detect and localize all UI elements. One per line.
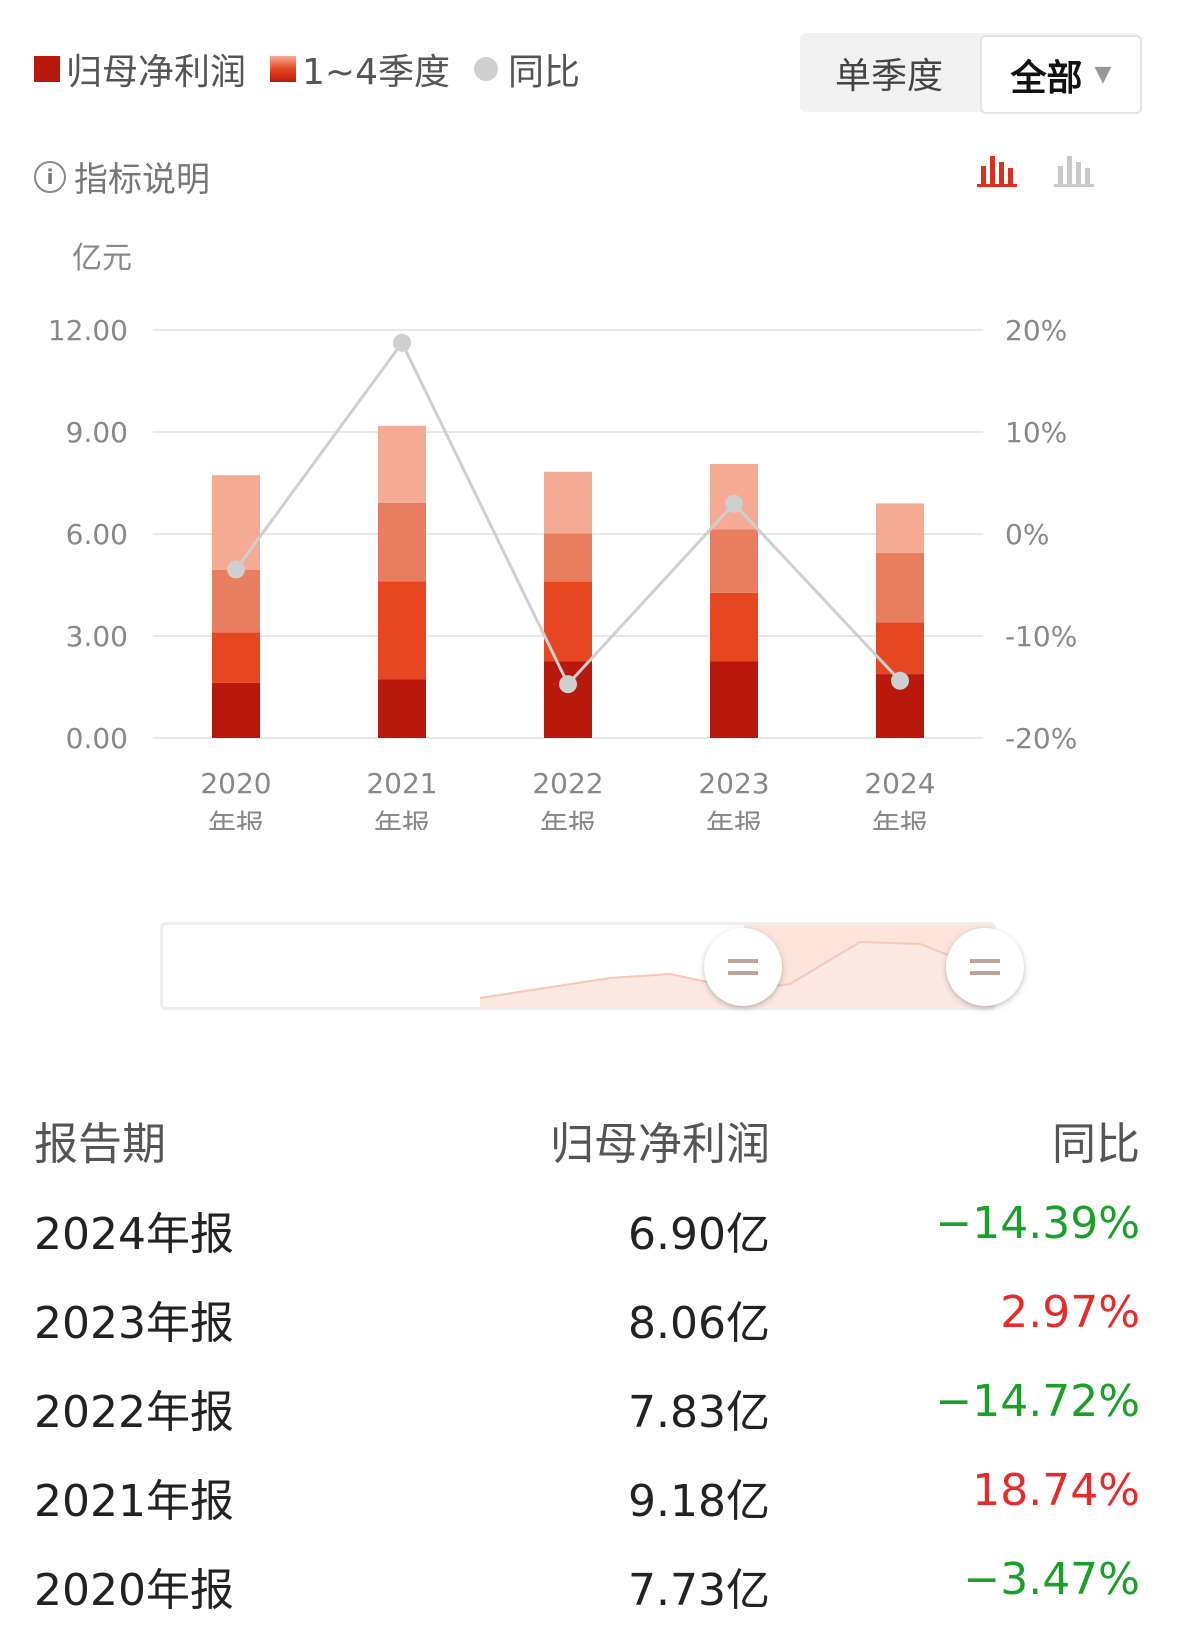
cell-profit: 7.73亿 [628, 1565, 770, 1616]
cell-period: 2022年报 [34, 1387, 234, 1438]
bar-segment-q3 [544, 533, 592, 582]
bar-segment-q2 [710, 592, 758, 662]
x-tick-suffix: 年报 [208, 808, 264, 830]
bar-chart-icon[interactable] [1052, 150, 1098, 188]
yoy-point [891, 671, 909, 690]
all-periods-dropdown[interactable]: 全部 ▼ [980, 35, 1142, 114]
drag-handle-icon [970, 959, 1000, 975]
bar-segment-q3 [378, 502, 426, 582]
y2-tick-label: -10% [1005, 620, 1077, 653]
bar-segment-q4 [876, 503, 924, 553]
bar-segment-q1 [378, 679, 426, 738]
bar-segment-q2 [876, 622, 924, 675]
legend-swatch-net-profit [34, 56, 60, 82]
cell-profit: 9.18亿 [628, 1476, 770, 1527]
bar-segment-q4 [378, 425, 426, 503]
legend-swatch-quarters [270, 56, 297, 82]
range-slider-preview [479, 925, 993, 1007]
bar-segment-q1 [710, 661, 758, 738]
bar-segment-q4 [212, 475, 260, 570]
y-tick-label: 9.00 [66, 416, 128, 449]
x-tick-suffix: 年报 [374, 808, 430, 830]
bar-segment-q3 [876, 552, 924, 623]
period-toggle: 单季度 全部 ▼ [800, 33, 1142, 114]
bar-segment-q4 [544, 471, 592, 534]
x-tick-year: 2023 [698, 767, 769, 800]
cell-profit: 6.90亿 [628, 1209, 770, 1260]
cell-yoy: 18.74% [972, 1465, 1140, 1516]
bar-segment-q2 [378, 581, 426, 680]
cell-period: 2024年报 [34, 1209, 234, 1260]
header-profit: 归母净利润 [550, 1119, 770, 1170]
y2-tick-label: 10% [1005, 416, 1067, 449]
x-tick-year: 2021 [366, 767, 437, 800]
legend-dot-yoy [474, 57, 498, 81]
legend-label-net-profit: 归母净利润 [66, 52, 247, 93]
cell-yoy: −14.39% [935, 1198, 1140, 1249]
yoy-point [227, 560, 245, 579]
legend-item-yoy[interactable]: 同比 [474, 43, 580, 95]
x-tick-suffix: 年报 [706, 808, 762, 830]
range-handle-right[interactable] [946, 928, 1024, 1006]
x-tick-suffix: 年报 [872, 808, 928, 830]
bar-segment-q3 [710, 529, 758, 593]
cell-period: 2023年报 [34, 1298, 234, 1349]
x-tick-year: 2020 [200, 767, 271, 800]
cell-period: 2020年报 [34, 1565, 234, 1616]
y2-tick-label: -20% [1005, 722, 1077, 755]
x-tick-year: 2022 [532, 767, 603, 800]
cell-profit: 7.83亿 [628, 1387, 770, 1438]
bar-segment-q1 [544, 661, 592, 738]
y-tick-label: 0.00 [66, 722, 128, 755]
range-slider-area [480, 942, 993, 1007]
bar-segment-q2 [212, 632, 260, 683]
legend-item-net-profit[interactable]: 归母净利润 [34, 43, 246, 95]
y-tick-label: 3.00 [66, 620, 128, 653]
cell-yoy: −14.72% [935, 1376, 1140, 1427]
yoy-point [725, 494, 743, 513]
stacked-bar-chart-icon[interactable] [975, 150, 1021, 188]
x-tick-year: 2024 [864, 767, 935, 800]
indicator-help-label: 指标说明 [74, 160, 210, 200]
single-quarter-button[interactable]: 单季度 [800, 33, 978, 112]
profit-chart: 12.00 20% 9.00 10% 6.00 0% 3.00 -10% 0.00 -20% 202… [48, 314, 1078, 830]
chevron-down-icon: ▼ [1094, 62, 1112, 87]
indicator-help[interactable]: i 指标说明 [34, 152, 210, 201]
y2-tick-label: 0% [1005, 518, 1049, 551]
single-quarter-label: 单季度 [834, 55, 943, 97]
drag-handle-icon [728, 959, 758, 975]
cell-yoy: 2.97% [1000, 1287, 1140, 1338]
bar-segment-q1 [212, 682, 260, 738]
y-axis-unit: 亿元 [72, 241, 132, 276]
yoy-point [559, 675, 577, 694]
header-yoy: 同比 [1052, 1119, 1140, 1170]
range-slider[interactable] [160, 922, 996, 1010]
all-periods-label: 全部 [1010, 57, 1083, 99]
legend-label-yoy: 同比 [508, 52, 581, 93]
range-handle-left[interactable] [704, 928, 782, 1006]
legend-label-quarters: 1~4季度 [302, 52, 450, 93]
y-tick-label: 6.00 [66, 518, 128, 551]
chart-legend: 归母净利润 1~4季度 同比 [34, 44, 580, 94]
y2-tick-label: 20% [1005, 314, 1067, 347]
cell-profit: 8.06亿 [628, 1298, 770, 1349]
bar-segment-q3 [212, 569, 260, 633]
legend-item-quarters[interactable]: 1~4季度 [270, 43, 450, 95]
x-tick-suffix: 年报 [540, 808, 596, 830]
info-icon: i [34, 160, 66, 193]
yoy-point [393, 333, 411, 352]
y-tick-label: 12.00 [48, 314, 128, 347]
cell-period: 2021年报 [34, 1476, 234, 1527]
header-period: 报告期 [34, 1119, 166, 1170]
cell-yoy: −3.47% [963, 1554, 1140, 1605]
